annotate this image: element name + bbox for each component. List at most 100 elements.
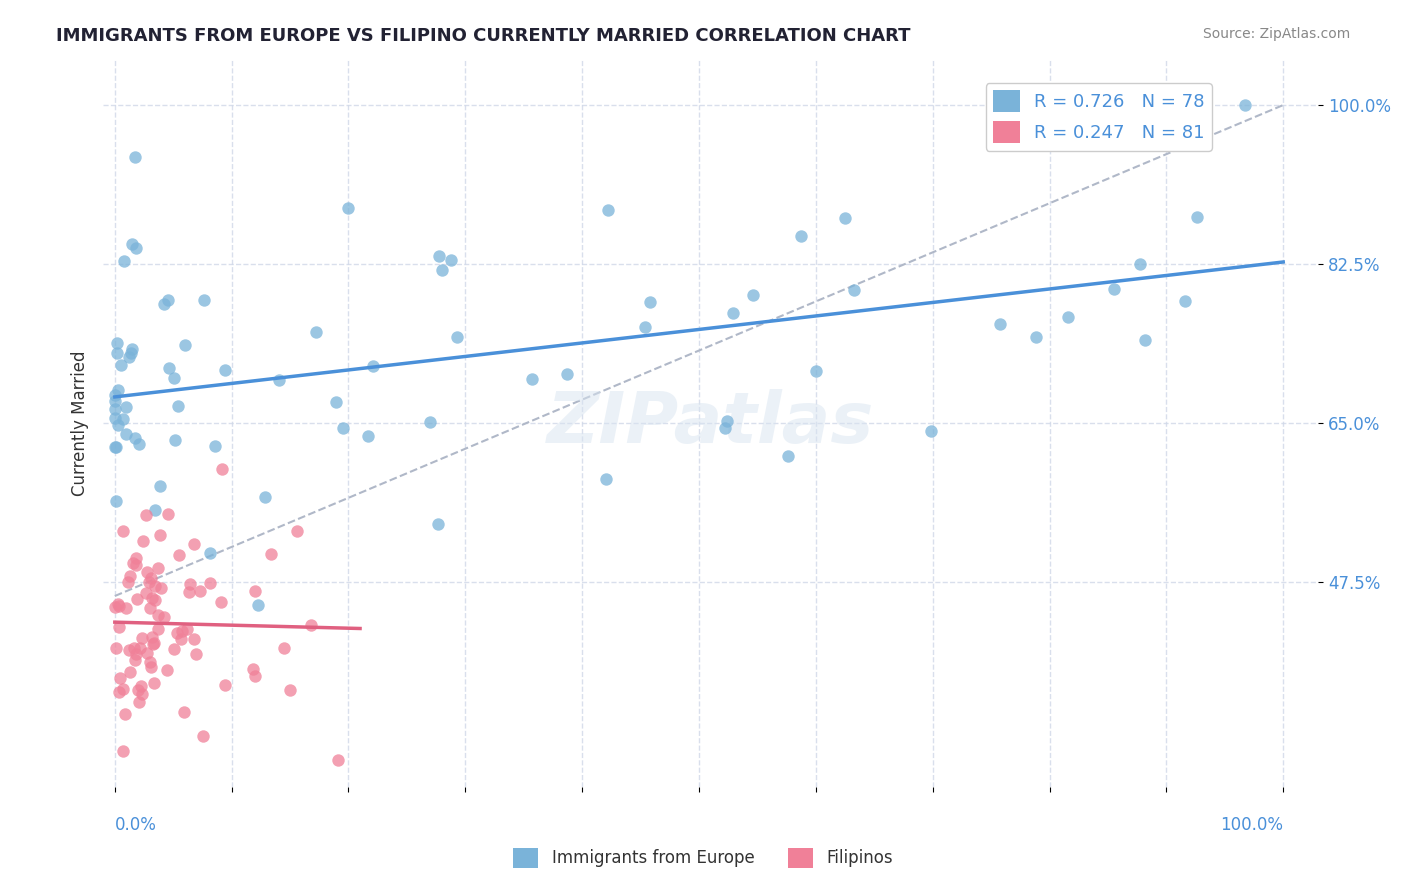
Point — [325, 395, 347, 409]
Point — [714, 420, 737, 434]
Point — [326, 753, 349, 767]
Point — [128, 436, 150, 450]
Point — [1025, 330, 1047, 344]
Point — [107, 619, 129, 633]
Point — [139, 601, 162, 615]
Point — [104, 402, 127, 417]
Point — [121, 342, 143, 356]
Point — [419, 415, 441, 429]
Point — [430, 263, 453, 277]
Point — [920, 424, 942, 438]
Point — [176, 623, 198, 637]
Point — [595, 472, 617, 486]
Point — [125, 550, 148, 565]
Point — [842, 283, 865, 297]
Point — [108, 599, 131, 614]
Point — [148, 561, 170, 575]
Point — [214, 363, 236, 377]
Point — [143, 579, 166, 593]
Point — [105, 346, 128, 360]
Point — [105, 640, 128, 655]
Point — [145, 592, 167, 607]
Point — [124, 241, 146, 255]
Point — [285, 524, 308, 538]
Point — [198, 546, 221, 560]
Point — [104, 494, 127, 508]
Point — [124, 653, 146, 667]
Point — [790, 228, 813, 243]
Point — [104, 388, 127, 402]
Point — [112, 743, 135, 757]
Text: 0.0%: 0.0% — [115, 816, 156, 834]
Point — [152, 297, 174, 311]
Point — [273, 640, 295, 655]
Point — [122, 556, 145, 570]
Point — [834, 211, 856, 225]
Point — [105, 440, 128, 454]
Point — [139, 660, 162, 674]
Point — [179, 576, 201, 591]
Point — [108, 685, 131, 699]
Point — [247, 598, 270, 612]
Point — [146, 622, 169, 636]
Point — [125, 558, 148, 573]
Point — [120, 665, 142, 680]
Point — [721, 305, 744, 319]
Point — [211, 461, 233, 475]
Point — [716, 414, 738, 428]
Point — [245, 583, 267, 598]
Legend: R = 0.726   N = 78, R = 0.247   N = 81: R = 0.726 N = 78, R = 0.247 N = 81 — [986, 83, 1212, 151]
Point — [177, 584, 200, 599]
Point — [1129, 257, 1152, 271]
Text: Source: ZipAtlas.com: Source: ZipAtlas.com — [1202, 27, 1350, 41]
Text: 100.0%: 100.0% — [1220, 816, 1284, 834]
Point — [299, 617, 322, 632]
Point — [118, 642, 141, 657]
Point — [446, 329, 468, 343]
Point — [1185, 128, 1208, 142]
Point — [278, 683, 301, 698]
Point — [166, 625, 188, 640]
Point — [1133, 333, 1156, 347]
Point — [150, 581, 173, 595]
Point — [183, 632, 205, 647]
Point — [555, 367, 578, 381]
Point — [988, 317, 1011, 331]
Point — [157, 507, 180, 521]
Point — [124, 150, 146, 164]
Point — [117, 574, 139, 589]
Point — [427, 249, 450, 263]
Point — [778, 449, 800, 463]
Point — [135, 565, 157, 579]
Point — [112, 411, 135, 425]
Point — [193, 293, 215, 307]
Point — [136, 646, 159, 660]
Point — [128, 695, 150, 709]
Point — [139, 655, 162, 669]
Point — [167, 399, 190, 413]
Point — [115, 601, 138, 615]
Point — [121, 237, 143, 252]
Point — [242, 662, 264, 676]
Point — [142, 636, 165, 650]
Point — [806, 364, 828, 378]
Point — [253, 490, 276, 504]
Point — [141, 630, 163, 644]
Point — [112, 681, 135, 696]
Point — [1057, 310, 1080, 324]
Point — [169, 548, 191, 562]
Point — [110, 358, 132, 372]
Point — [243, 669, 266, 683]
Point — [188, 584, 211, 599]
Point — [131, 679, 153, 693]
Point — [1104, 282, 1126, 296]
Text: IMMIGRANTS FROM EUROPE VS FILIPINO CURRENTLY MARRIED CORRELATION CHART: IMMIGRANTS FROM EUROPE VS FILIPINO CURRE… — [56, 27, 911, 45]
Text: ZIPatlas: ZIPatlas — [547, 389, 875, 458]
Point — [107, 384, 129, 398]
Point — [139, 571, 162, 585]
Point — [332, 421, 354, 435]
Point — [131, 687, 153, 701]
Point — [1187, 210, 1209, 224]
Point — [260, 547, 283, 561]
Point — [1174, 294, 1197, 309]
